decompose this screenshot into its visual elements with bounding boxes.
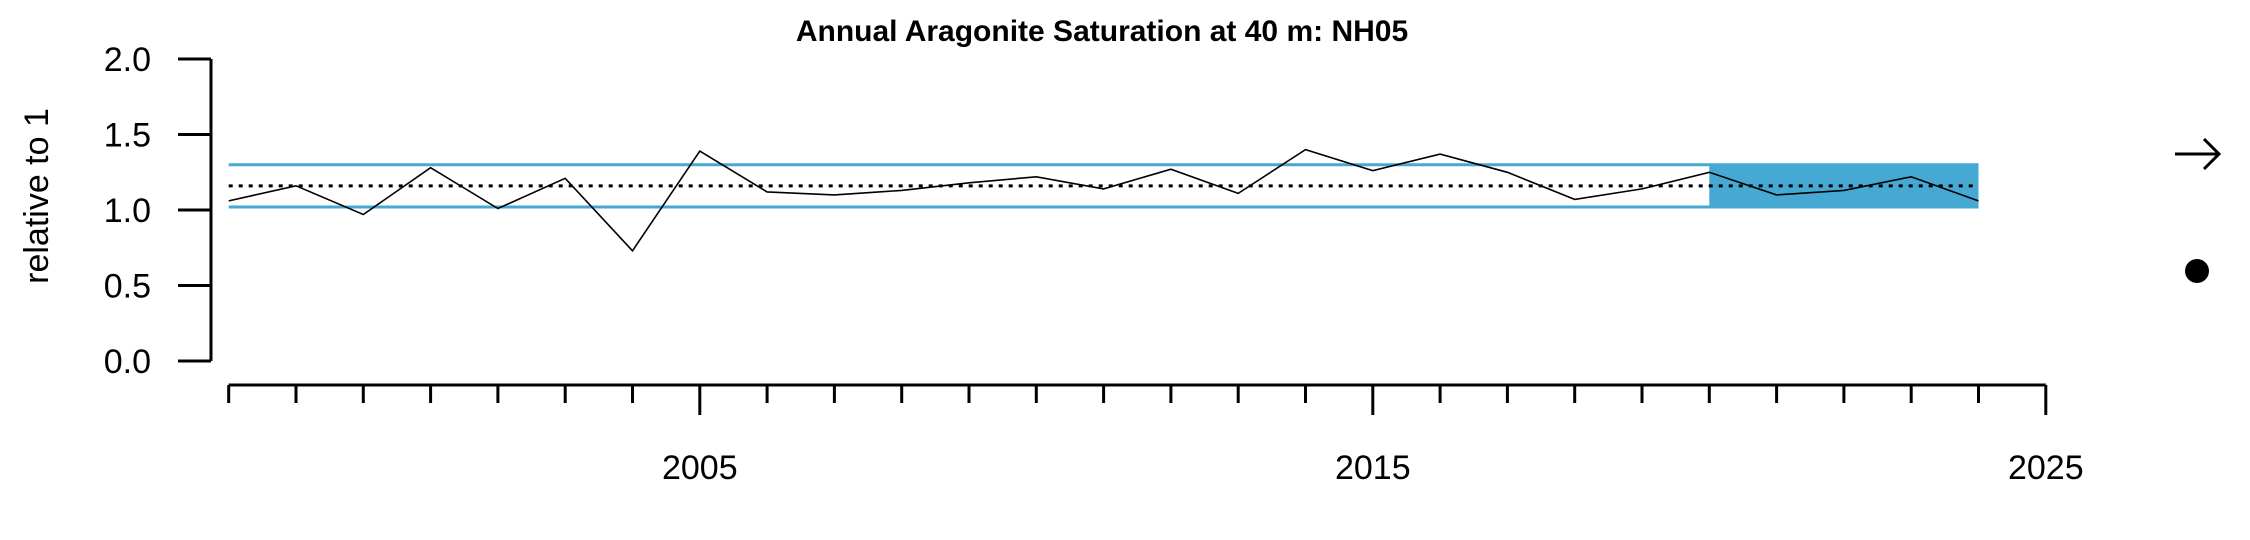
x-tick-label: 2015 [1335, 449, 1411, 487]
y-tick-label: 1.0 [104, 192, 151, 230]
y-tick-label: 0.5 [104, 268, 151, 306]
indicators [2175, 137, 2222, 283]
y-axis: 0.0 0.5 1.0 1.5 2.0 [104, 41, 213, 381]
x-tick-label: 2025 [2008, 449, 2084, 487]
highlight-region [1709, 164, 1979, 207]
y-tick-label: 1.5 [104, 117, 151, 155]
y-tick-label: 0.0 [104, 343, 151, 381]
series-line [228, 148, 1979, 253]
x-tick-label: 2005 [662, 449, 738, 487]
x-axis: 2005 2015 2025 [227, 383, 2084, 487]
chart-title: Annual Aragonite Saturation at 40 m: NH0… [796, 15, 1408, 48]
right-arrow-icon [2175, 137, 2222, 171]
y-axis-label: relative to 1 [18, 108, 56, 284]
filled-circle-icon [2185, 259, 2209, 283]
plot-area [228, 148, 1979, 253]
y-tick-label: 2.0 [104, 41, 151, 79]
